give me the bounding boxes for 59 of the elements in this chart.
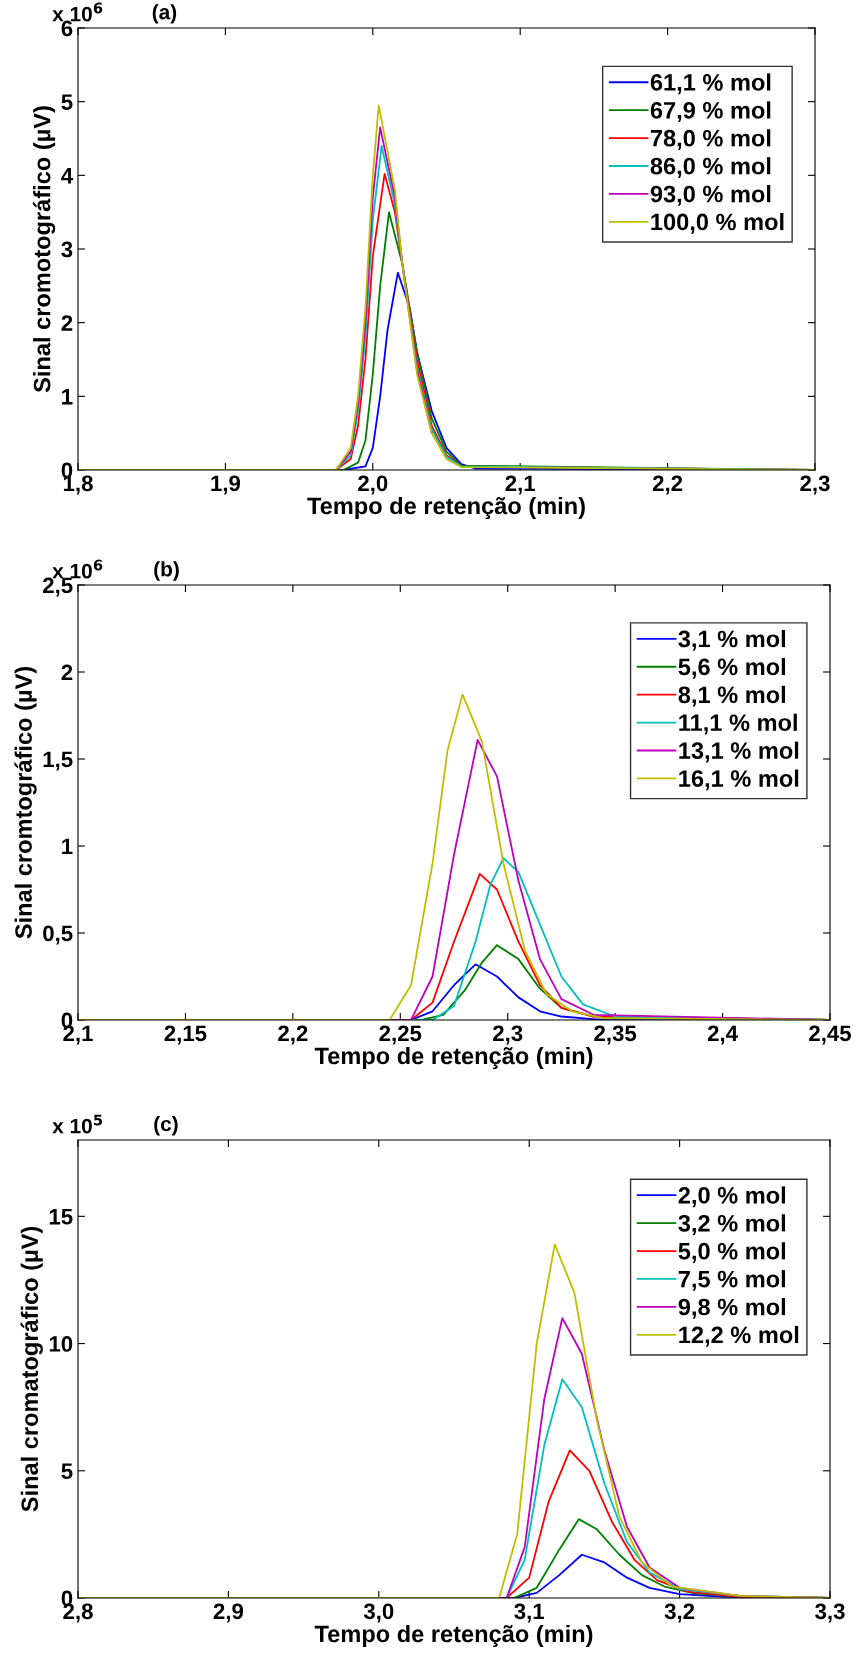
y-tick-label: 1,5 [43, 751, 73, 771]
x-tick-label: 2,9 [213, 1603, 244, 1623]
x-tick-label: 2,0 [358, 475, 388, 495]
legend-label: 12,2 % mol [679, 1325, 799, 1347]
x-tick-label: 2,3 [800, 475, 830, 495]
legend-label: 67,9 % mol [650, 101, 771, 123]
x-tick-label: 3,0 [363, 1603, 394, 1623]
x-tick-label: 2,2 [278, 1025, 308, 1045]
legend-label: 9,8 % mol [678, 1298, 786, 1319]
legend-label: 11,1 % mol [679, 713, 797, 735]
text: (c) [154, 1116, 178, 1136]
legend-label: 7,5 % mol [678, 1270, 786, 1291]
text: (b) [154, 561, 179, 581]
y-tick-label: 6 [61, 20, 73, 37]
y-axis-title: Sinal cromotográfico (µV) [32, 106, 56, 393]
x-tick-label: 3,1 [514, 1603, 545, 1623]
x-axis-title: Tempo de retenção (min) [314, 1046, 593, 1069]
text: x 10$^{5}$ [52, 1114, 103, 1134]
x-axis-title: Tempo de retenção (min) [314, 1624, 593, 1647]
y-axis-title: Sinal cromtográfico (µV) [14, 666, 37, 939]
y-tick-label: 1 [62, 389, 73, 405]
legend-label: 86,0 % mol [650, 157, 771, 178]
legend-label: 8,1 % mol [678, 685, 786, 707]
text: (a) [152, 4, 177, 24]
x-tick-label: 1,9 [211, 475, 241, 495]
x-tick-label: 2,35 [594, 1025, 637, 1045]
legend-label: 93,0 % mol [650, 185, 771, 206]
legend-label: 78,0 % mol [650, 129, 771, 150]
x-tick-label: 2,3 [493, 1025, 523, 1045]
legend-label: 3,1 % mol [678, 629, 786, 651]
legend-label: 16,1 % mol [679, 769, 799, 791]
legend-label: 13,1 % mol [679, 741, 799, 763]
y-tick-label: 4 [61, 168, 74, 184]
legend-label: 5,6 % mol [678, 657, 786, 679]
y-tick-label: 3 [61, 241, 73, 258]
y-tick-label: 15 [49, 1209, 73, 1225]
legend-label: 3,2 % mol [678, 1214, 786, 1236]
y-tick-label: 0,5 [43, 925, 73, 945]
x-tick-label: 2,15 [164, 1025, 207, 1045]
legend-label: 2,0 % mol [678, 1186, 786, 1208]
x-tick-label: 3,3 [815, 1603, 845, 1623]
legend-label: 100,0 % mol [651, 212, 784, 234]
y-axis-title: Sinal cromatográfico (µV) [20, 1226, 43, 1512]
y-tick-label: 2,5 [43, 577, 73, 597]
x-tick-label: 2,2 [652, 475, 683, 495]
x-axis-title: Tempo de retenção (min) [307, 496, 585, 519]
x-tick-label: 2,4 [707, 1025, 738, 1045]
x-tick-label: 2,45 [809, 1025, 852, 1045]
legend-label: 5,0 % mol [678, 1242, 786, 1263]
y-tick-label: 1 [62, 838, 73, 855]
x-tick-label: 2,25 [379, 1025, 422, 1045]
y-tick-label: 5 [61, 1463, 73, 1480]
legend-label: 61,1 % mol [650, 73, 771, 95]
y-tick-label: 5 [61, 94, 73, 110]
x-tick-label: 2,1 [505, 475, 536, 495]
y-tick-label: 10 [49, 1336, 73, 1352]
x-tick-label: 3,2 [664, 1603, 695, 1623]
y-tick-label: 2 [61, 664, 73, 681]
y-tick-label: 2 [61, 315, 73, 331]
